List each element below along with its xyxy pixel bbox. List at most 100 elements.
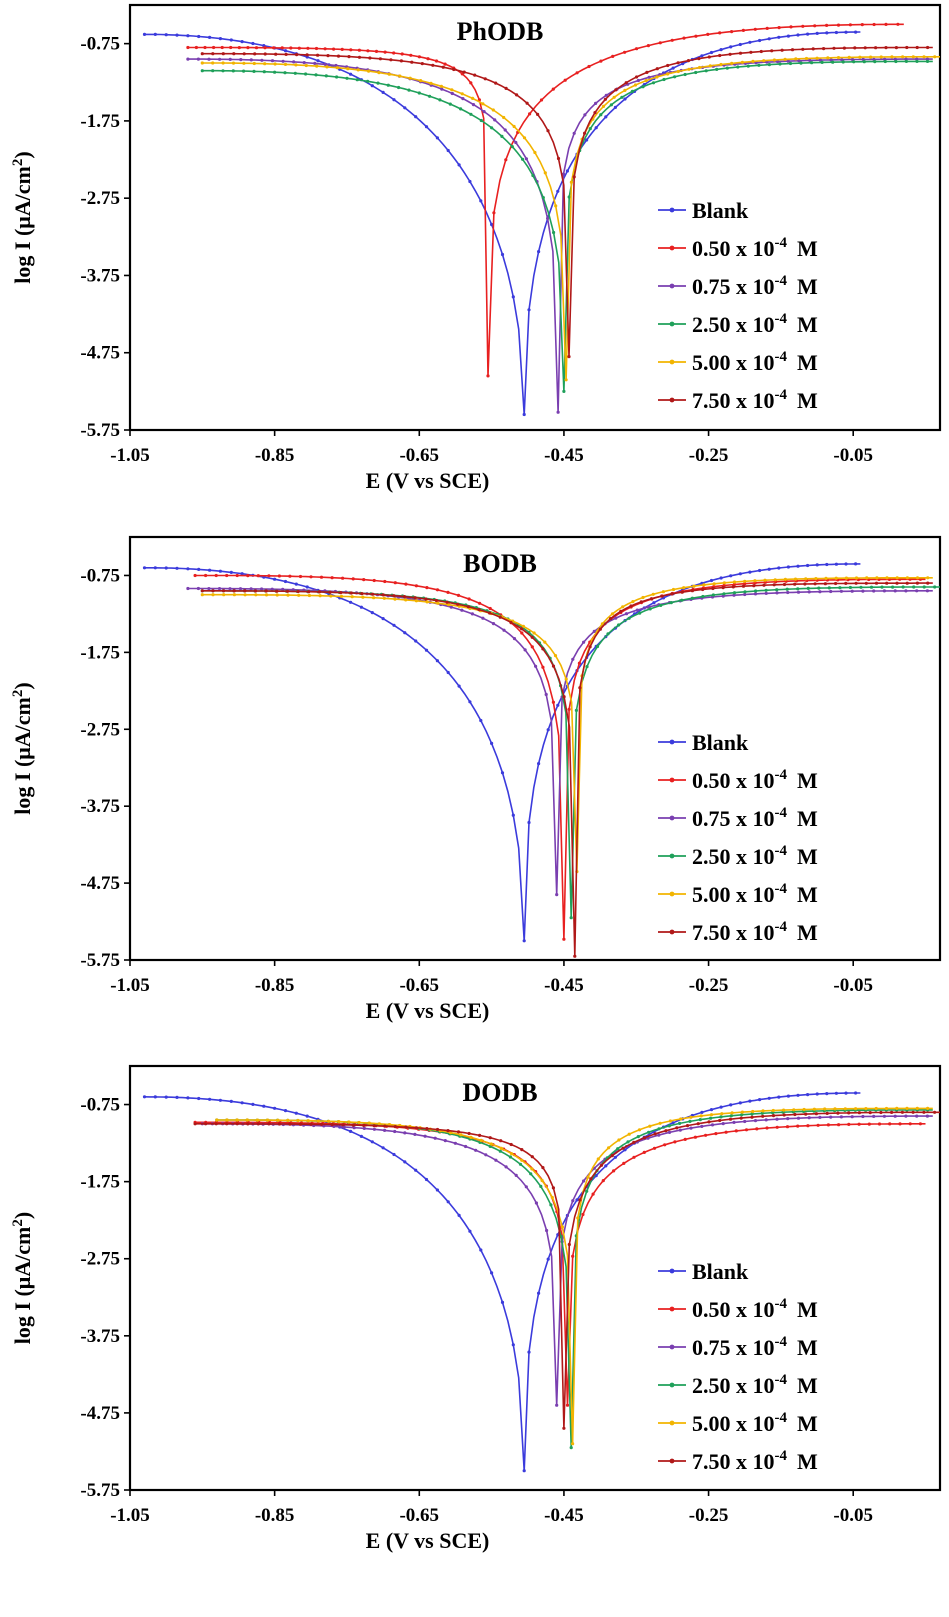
- data-point: [831, 60, 835, 64]
- data-point: [404, 1125, 408, 1129]
- data-point: [670, 592, 674, 596]
- data-point: [441, 65, 445, 69]
- legend-swatch-marker: [669, 397, 675, 403]
- data-point: [479, 718, 483, 723]
- data-point: [621, 605, 625, 609]
- data-point: [754, 589, 758, 593]
- data-point: [850, 589, 854, 593]
- data-point: [221, 69, 225, 73]
- data-point: [453, 1141, 457, 1145]
- data-point: [811, 47, 815, 51]
- data-point: [419, 79, 423, 83]
- data-point: [764, 591, 768, 596]
- data-point: [777, 1095, 781, 1099]
- data-point: [777, 35, 781, 39]
- y-tick-label: -1.75: [80, 111, 120, 132]
- data-point: [569, 180, 574, 184]
- data-point: [539, 98, 544, 102]
- data-point: [357, 55, 362, 59]
- data-point: [573, 954, 577, 958]
- legend-entry-label: 0.75 x 10-4 M: [692, 805, 818, 831]
- data-point: [793, 582, 797, 586]
- data-point: [283, 62, 288, 66]
- data-point: [500, 252, 505, 257]
- data-point: [197, 1096, 201, 1101]
- data-point: [657, 1127, 661, 1131]
- data-point: [313, 61, 317, 65]
- data-point: [729, 1103, 733, 1107]
- data-point: [617, 623, 621, 627]
- data-point: [425, 600, 429, 604]
- data-point: [228, 587, 232, 591]
- data-point: [765, 1126, 769, 1130]
- data-point: [686, 59, 691, 63]
- data-point: [708, 64, 712, 68]
- data-point: [933, 55, 937, 59]
- data-point: [676, 69, 680, 74]
- data-point: [289, 46, 293, 50]
- data-point: [609, 617, 613, 621]
- data-point: [854, 562, 858, 566]
- data-point: [562, 937, 566, 941]
- data-point: [783, 57, 787, 62]
- data-point: [748, 1099, 752, 1103]
- data-point: [429, 81, 433, 85]
- data-point: [844, 576, 849, 580]
- data-point: [562, 389, 566, 393]
- y-tick-label: -3.75: [80, 265, 120, 286]
- data-point: [565, 1403, 570, 1407]
- data-point: [494, 1158, 498, 1162]
- data-point: [669, 601, 673, 605]
- data-point: [541, 665, 545, 669]
- data-point: [529, 1172, 533, 1176]
- data-point: [352, 1126, 356, 1130]
- data-point: [585, 1189, 589, 1193]
- legend-swatch-marker: [669, 283, 675, 289]
- data-point: [634, 75, 639, 79]
- data-point: [592, 629, 596, 634]
- x-axis-title: E (V vs SCE): [366, 468, 490, 493]
- y-tick-label: -5.75: [80, 1480, 120, 1501]
- data-point: [212, 45, 216, 50]
- data-point: [546, 1257, 550, 1261]
- data-point: [383, 1128, 387, 1132]
- data-point: [367, 69, 371, 73]
- data-point: [825, 23, 829, 27]
- data-point: [782, 582, 787, 587]
- data-point: [882, 589, 887, 593]
- data-point: [512, 124, 516, 129]
- data-point: [818, 58, 823, 62]
- data-point: [587, 64, 591, 69]
- data-point: [215, 1118, 219, 1122]
- data-point: [673, 75, 677, 79]
- data-point: [658, 41, 662, 45]
- data-point: [925, 1114, 930, 1118]
- data-point: [426, 57, 430, 61]
- data-point: [790, 48, 795, 52]
- chart-panel-dodb: -0.75 -1.75 -2.75 -3.75 -4.75 -5.75 -1.05 -0.85…: [10, 1064, 942, 1553]
- data-point: [724, 1130, 728, 1134]
- data-point: [657, 1133, 661, 1137]
- data-point: [511, 295, 515, 299]
- data-point: [834, 581, 838, 586]
- data-point: [714, 1132, 718, 1136]
- data-point: [467, 1131, 471, 1136]
- data-point: [235, 1122, 239, 1126]
- data-point: [857, 1111, 862, 1115]
- data-point: [825, 1111, 829, 1115]
- data-point: [645, 70, 649, 74]
- data-point: [449, 605, 453, 609]
- data-point: [926, 581, 930, 585]
- data-point: [767, 567, 771, 571]
- data-point: [572, 131, 576, 135]
- data-point: [721, 1122, 725, 1126]
- data-point: [629, 604, 633, 608]
- data-point: [852, 60, 856, 64]
- legend-swatch-marker: [669, 1306, 675, 1312]
- data-point: [730, 61, 734, 65]
- data-point: [869, 585, 874, 589]
- data-point: [552, 230, 556, 235]
- data-point: [721, 586, 725, 590]
- data-point: [435, 1127, 440, 1132]
- data-point: [751, 1109, 755, 1114]
